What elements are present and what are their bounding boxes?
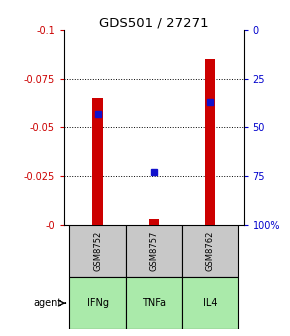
- Bar: [182, 225, 238, 277]
- Text: IL4: IL4: [203, 298, 217, 308]
- Bar: [126, 225, 182, 277]
- Text: GSM8752: GSM8752: [93, 230, 102, 271]
- Text: IFNg: IFNg: [86, 298, 108, 308]
- Bar: [93, 98, 103, 225]
- Text: agent: agent: [33, 298, 61, 308]
- Bar: [69, 277, 126, 329]
- Text: GSM8762: GSM8762: [205, 230, 214, 271]
- Bar: [205, 59, 215, 225]
- Text: TNFa: TNFa: [142, 298, 166, 308]
- Bar: [182, 277, 238, 329]
- Bar: [69, 225, 126, 277]
- Title: GDS501 / 27271: GDS501 / 27271: [99, 16, 209, 29]
- Bar: [126, 277, 182, 329]
- Bar: [149, 219, 159, 225]
- Text: GSM8757: GSM8757: [149, 230, 158, 271]
